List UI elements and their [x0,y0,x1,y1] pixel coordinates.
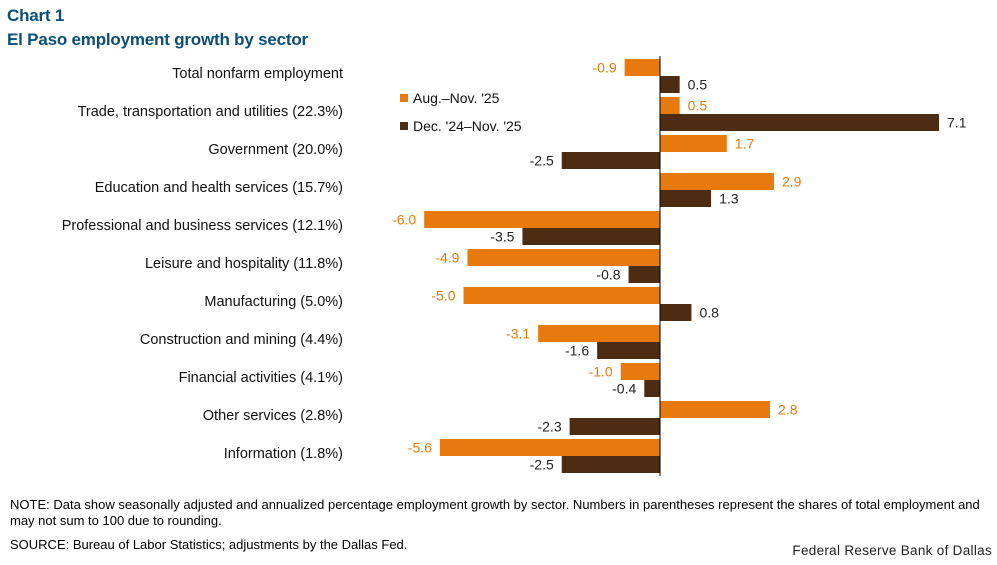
chart-label: Chart 1 [7,6,65,25]
value-label: -6.0 [392,212,416,228]
bar-aug-nov [624,59,660,76]
bar-aug-nov [424,211,660,228]
value-labels: -0.9 0.5 0.5 7.1 1.7 -2.5 2.9 1.3 -6.0 -3.5 -4.9 -0… [392,60,967,473]
bar-dec-nov [561,456,660,473]
value-label: 2.8 [778,402,798,418]
value-label: -4.9 [435,250,459,266]
value-label: 7.1 [947,115,967,131]
bar-chart: Total nonfarm employment Trade, transport… [62,56,967,476]
value-label: 1.7 [735,136,755,152]
chart-note: NOTE: Data show seasonally adjusted and … [10,497,980,528]
category-label: Total nonfarm employment [172,66,343,82]
bar-aug-nov [660,401,771,418]
category-label: Government (20.0%) [208,142,343,158]
bars [424,59,940,473]
bar-dec-nov [660,304,692,321]
bar-aug-nov [620,363,660,380]
value-label: 0.8 [699,305,719,321]
category-label: Leisure and hospitality (11.8%) [145,256,343,272]
legend-label: Dec. '24–Nov. '25 [413,118,522,134]
bar-dec-nov [561,152,660,169]
legend-swatch [400,122,408,130]
value-label: -0.4 [612,381,636,397]
category-label: Financial activities (4.1%) [179,370,343,386]
credit-text: Federal Reserve Bank of Dallas [792,543,992,558]
bar-aug-nov [660,173,774,190]
category-label: Other services (2.8%) [203,408,343,424]
category-label: Manufacturing (5.0%) [204,294,343,310]
value-label: -3.5 [490,229,514,245]
bar-dec-nov [660,190,712,207]
category-label: Education and health services (15.7%) [95,180,343,196]
legend-swatch [400,94,408,102]
category-label: Trade, transportation and utilities (22.… [78,104,343,120]
value-label: -0.9 [593,60,617,76]
value-label: -2.5 [530,457,554,473]
value-label: -5.0 [431,288,455,304]
value-label: -3.1 [506,326,530,342]
bar-dec-nov [644,380,660,397]
category-label: Information (1.8%) [224,446,343,462]
bar-aug-nov [439,439,660,456]
value-label: -0.8 [596,267,620,283]
category-labels: Total nonfarm employment Trade, transport… [62,66,343,462]
chart-title: El Paso employment growth by sector [7,30,308,49]
legend: Aug.–Nov. '25 Dec. '24–Nov. '25 [400,90,522,134]
category-label: Professional and business services (12.1… [62,218,343,234]
bar-aug-nov [660,135,727,152]
category-label: Construction and mining (4.4%) [140,332,343,348]
bar-dec-nov [660,114,940,131]
value-label: 1.3 [719,191,739,207]
chart-source: SOURCE: Bureau of Labor Statistics; adju… [10,537,408,552]
bar-aug-nov [463,287,660,304]
value-label: -5.6 [408,440,432,456]
value-label: -2.5 [530,153,554,169]
value-label: -2.3 [537,419,561,435]
bar-dec-nov [597,342,660,359]
bar-aug-nov [467,249,660,266]
value-label: 0.5 [688,98,708,114]
value-label: 0.5 [688,77,708,93]
legend-label: Aug.–Nov. '25 [413,90,500,106]
value-label: -1.6 [565,343,589,359]
bar-dec-nov [660,76,680,93]
bar-dec-nov [569,418,660,435]
bar-dec-nov [628,266,660,283]
bar-aug-nov [538,325,660,342]
bar-dec-nov [522,228,660,245]
value-label: 2.9 [782,174,802,190]
bar-aug-nov [660,97,680,114]
value-label: -1.0 [589,364,613,380]
